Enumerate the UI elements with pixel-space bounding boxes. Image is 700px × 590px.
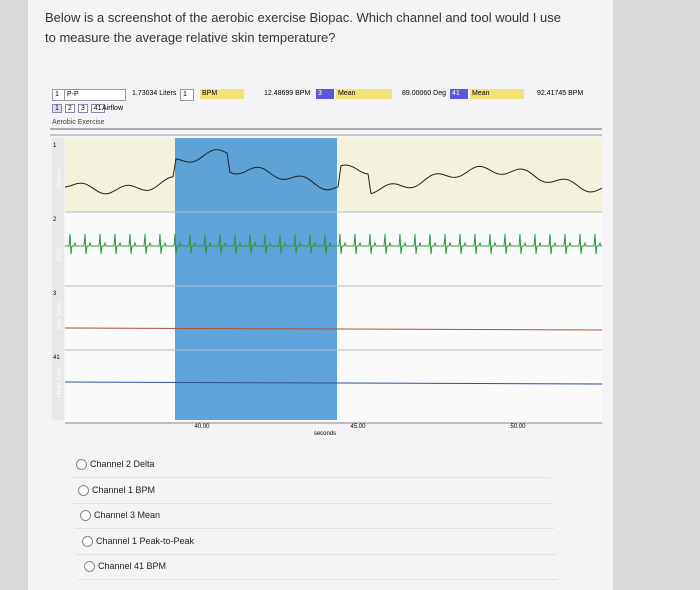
option-divider bbox=[76, 553, 556, 555]
option-divider bbox=[78, 579, 558, 580]
channel-label: ECG bbox=[57, 248, 63, 261]
x-axis-labels: 40.00 45.00 50.00 seconds bbox=[194, 424, 526, 437]
ecg-trace bbox=[65, 233, 602, 255]
tool-select[interactable]: P-P bbox=[64, 89, 126, 101]
airflow-trace bbox=[64, 149, 603, 195]
option-label[interactable]: Channel 1 BPM bbox=[92, 484, 156, 495]
heart-rate-trace bbox=[64, 381, 603, 385]
selected-channel: Airflow bbox=[102, 105, 124, 112]
radio-button[interactable] bbox=[76, 459, 87, 470]
channel-select[interactable]: 1 bbox=[180, 89, 194, 101]
channel-label: Heart Rate bbox=[57, 367, 63, 397]
radio-button[interactable] bbox=[80, 510, 91, 521]
option-label[interactable]: Channel 41 BPM bbox=[98, 561, 167, 571]
channel-select[interactable]: 41 bbox=[450, 89, 468, 99]
channel-tab[interactable]: 2 bbox=[64, 104, 75, 113]
skin-temp-trace bbox=[64, 327, 603, 331]
radio-button[interactable] bbox=[84, 561, 95, 572]
option-label[interactable]: Channel 2 Delta bbox=[90, 459, 155, 469]
option-label[interactable]: Channel 3 Mean bbox=[94, 510, 161, 520]
channel-number: 2 bbox=[53, 217, 57, 223]
radio-button[interactable] bbox=[82, 535, 93, 547]
measurement: 1.73034 Liters bbox=[132, 90, 177, 97]
label-strip bbox=[52, 138, 64, 420]
channel-tab[interactable]: 3 bbox=[77, 104, 88, 113]
option-divider bbox=[72, 502, 552, 504]
x-axis-label: seconds bbox=[314, 431, 336, 437]
tool-select[interactable]: BPM bbox=[200, 89, 244, 99]
file-name: Aerobic Exercise bbox=[52, 119, 105, 126]
tool-select[interactable]: Mean bbox=[336, 89, 392, 99]
x-tick-label: 50.00 bbox=[510, 424, 526, 430]
measurement: 92.41745 BPM bbox=[537, 90, 584, 97]
option-divider bbox=[70, 477, 550, 478]
tool-select[interactable]: Mean bbox=[470, 89, 524, 99]
channel-number: 41 bbox=[53, 355, 60, 361]
question-text: Below is a screenshot of the aerobic exe… bbox=[45, 10, 561, 45]
channel-tab[interactable]: 41 bbox=[90, 104, 105, 113]
channel-select[interactable]: 3 bbox=[316, 89, 334, 99]
channel-label: Airflow bbox=[57, 168, 63, 187]
waveforms bbox=[64, 149, 603, 385]
measurement: 89.00060 Deg bbox=[402, 90, 446, 97]
selection bbox=[175, 138, 337, 420]
channel-number: 3 bbox=[53, 291, 57, 297]
x-tick-label: 45.00 bbox=[350, 424, 366, 430]
radio-button[interactable] bbox=[78, 484, 89, 496]
channel-tab[interactable]: 1 bbox=[52, 104, 62, 113]
option-divider bbox=[74, 528, 554, 529]
x-tick-label: 40.00 bbox=[194, 424, 210, 430]
channel-tabs: 1 2 3 41 bbox=[52, 104, 108, 113]
option-label[interactable]: Channel 1 Peak-to-Peak bbox=[96, 535, 195, 546]
channel-number: 1 bbox=[53, 143, 57, 149]
channel-label: Skin Temp bbox=[57, 301, 63, 330]
measurement: 12.48699 BPM bbox=[264, 90, 311, 97]
